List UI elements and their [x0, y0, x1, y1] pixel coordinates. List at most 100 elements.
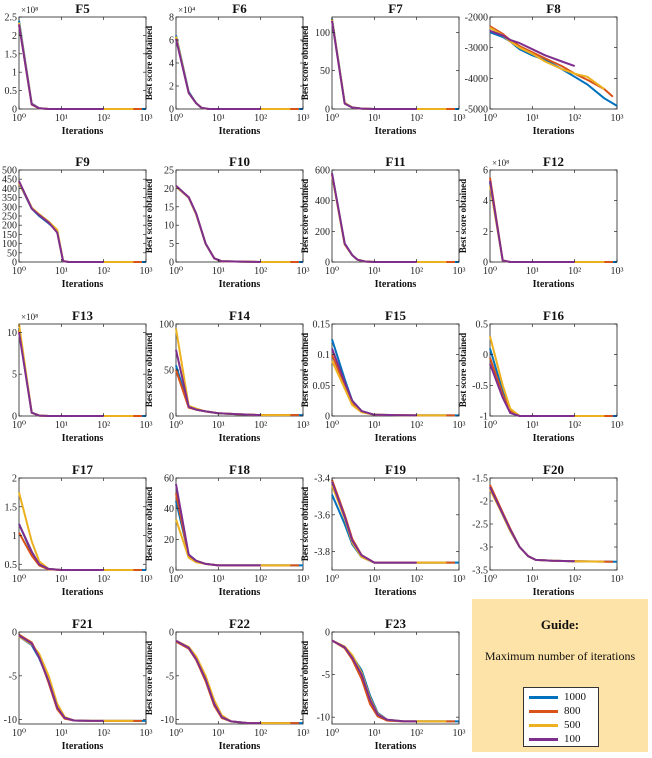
- x-tick-label: 10¹: [55, 113, 68, 124]
- y-tick-label: 1: [12, 531, 17, 542]
- y-tick-label: 6: [169, 36, 174, 47]
- y-tick-label: -10: [4, 715, 17, 726]
- chart-f13: 0 5 10 10⁰ 10¹ 10² 10³ F13 Iterations Best score …: [7, 308, 153, 444]
- x-tick-label: 10⁰: [169, 420, 183, 431]
- x-tick-label: 10⁰: [325, 113, 339, 124]
- chart-title: F18: [229, 462, 250, 477]
- y-axis-label: Best score obtained: [144, 487, 154, 561]
- y-tick-label: 2.5: [5, 13, 18, 24]
- y-tick-label: -2: [480, 497, 488, 508]
- series-line-100: [175, 483, 261, 567]
- series-line-100: [18, 332, 104, 417]
- y-tick-label: 400: [2, 184, 17, 195]
- chart-title: F9: [75, 154, 90, 169]
- y-tick-label: -2.5: [472, 520, 488, 531]
- y-tick-label: 2: [169, 82, 174, 93]
- x-axis-label: Iterations: [533, 126, 575, 137]
- x-axis-label: Iterations: [533, 433, 575, 444]
- x-tick-label: 10³: [297, 113, 310, 124]
- y-tick-label: 250: [2, 212, 17, 223]
- y-tick-label: -5000: [465, 105, 488, 116]
- x-tick-label: 10¹: [368, 113, 381, 124]
- y-tick-label: 2: [12, 474, 17, 485]
- x-tick-label: 10²: [97, 113, 110, 124]
- x-axis-label: Iterations: [375, 126, 417, 137]
- chart-title: F6: [232, 1, 247, 16]
- x-tick-label: 10³: [297, 574, 310, 585]
- chart-f7: 0 50 100 10⁰ 10¹ 10² 10³ F7 Iterations Best score…: [300, 1, 466, 137]
- y-tick-label: 1.5: [5, 49, 18, 60]
- y-tick-label: -3: [480, 543, 488, 554]
- plot-area: [175, 477, 304, 571]
- chart-title: F23: [385, 616, 406, 631]
- legend-label-100: 100: [564, 733, 581, 745]
- y-tick-label: 0: [169, 566, 174, 577]
- chart-f20: -3.5 -3 -2.5 -2 -1.5 10⁰ 10¹ 10² 10³ F20 Iteration…: [472, 462, 623, 598]
- legend-swatch-800: [529, 710, 558, 713]
- y-tick-label: -1: [480, 412, 488, 423]
- guide-box: Guide: Maximum number of iterations 1000…: [472, 599, 648, 752]
- y-tick-label: 1: [12, 68, 17, 79]
- plot-area: [175, 169, 304, 263]
- x-axis-label: Iterations: [375, 279, 417, 290]
- x-tick-label: 10²: [254, 574, 267, 585]
- x-tick-label: 10¹: [368, 574, 381, 585]
- x-tick-label: 10⁰: [483, 574, 497, 585]
- plot-area: [331, 631, 460, 725]
- y-tick-label: 40: [164, 504, 174, 515]
- chart-f5: 0 0.5 1 1.5 2 2.5 10⁰ 10¹ 10² 10³ F5 Iterations Best…: [5, 1, 153, 137]
- axis-multiplier: ×10⁸: [21, 5, 38, 15]
- x-tick-label: 10¹: [55, 574, 68, 585]
- chart-title: F5: [75, 1, 90, 16]
- x-tick-label: 10¹: [55, 266, 68, 277]
- chart-f19: -3.8 -3.6 -3.4 10⁰ 10¹ 10² 10³ F19 Iterations Bes…: [300, 462, 466, 598]
- y-tick-label: 0: [169, 628, 174, 639]
- x-tick-label: 10³: [453, 420, 466, 431]
- series-line-100: [331, 348, 417, 417]
- x-tick-label: 10⁰: [169, 266, 183, 277]
- chart-title: F22: [229, 616, 250, 631]
- y-tick-label: -5: [9, 671, 17, 682]
- legend-label-500: 500: [564, 719, 581, 731]
- y-tick-label: 0: [325, 105, 330, 116]
- x-tick-label: 10²: [97, 574, 110, 585]
- chart-f6: 0 2 4 6 8 10⁰ 10¹ 10² 10³ F6 Iterations Best score …: [144, 1, 310, 137]
- x-tick-label: 10²: [410, 728, 423, 739]
- legend-swatch-1000: [529, 696, 558, 699]
- x-tick-label: 10²: [568, 113, 581, 124]
- plot-area: [18, 323, 147, 417]
- chart-f8: -5000 -4000 -3000 -2000 10⁰ 10¹ 10² 10³ F8 Iterat…: [465, 1, 624, 137]
- y-tick-label: 20: [164, 535, 174, 546]
- chart-title: F13: [72, 308, 93, 323]
- x-axis-label: Iterations: [375, 587, 417, 598]
- x-tick-label: 10¹: [368, 420, 381, 431]
- x-tick-label: 10²: [568, 420, 581, 431]
- x-tick-label: 10³: [611, 420, 624, 431]
- series-line-100: [489, 363, 575, 417]
- x-tick-label: 10²: [254, 266, 267, 277]
- y-tick-label: -4000: [465, 74, 488, 85]
- x-axis-label: Iterations: [62, 126, 104, 137]
- y-tick-label: 200: [315, 227, 330, 238]
- chart-f15: 0 0.05 0.1 0.15 10⁰ 10¹ 10² 10³ F15 Iterations Bes…: [300, 308, 466, 444]
- x-tick-label: 10³: [140, 113, 153, 124]
- y-tick-label: -1.5: [472, 474, 488, 485]
- chart-f11: 0 200 400 600 10⁰ 10¹ 10² 10³ F11 Iterations Best …: [300, 154, 466, 290]
- x-tick-label: 10²: [410, 574, 423, 585]
- plot-area: [331, 16, 460, 110]
- chart-title: F7: [388, 1, 403, 16]
- x-tick-label: 10⁰: [325, 420, 339, 431]
- y-tick-label: 0.5: [476, 320, 489, 331]
- axis-multiplier: ×10⁴: [178, 5, 195, 15]
- y-tick-label: 25: [164, 166, 174, 177]
- y-tick-label: -5: [322, 670, 330, 681]
- y-tick-label: -3.5: [472, 566, 488, 577]
- x-tick-label: 10¹: [526, 266, 539, 277]
- x-tick-label: 10³: [453, 266, 466, 277]
- x-tick-label: 10²: [254, 113, 267, 124]
- x-tick-label: 10⁰: [325, 728, 339, 739]
- y-tick-label: 5: [12, 370, 17, 381]
- chart-f17: 0.5 1 1.5 2 10⁰ 10¹ 10² 10³ F17 Iterations Best sc…: [5, 462, 153, 598]
- y-tick-label: 150: [2, 230, 17, 241]
